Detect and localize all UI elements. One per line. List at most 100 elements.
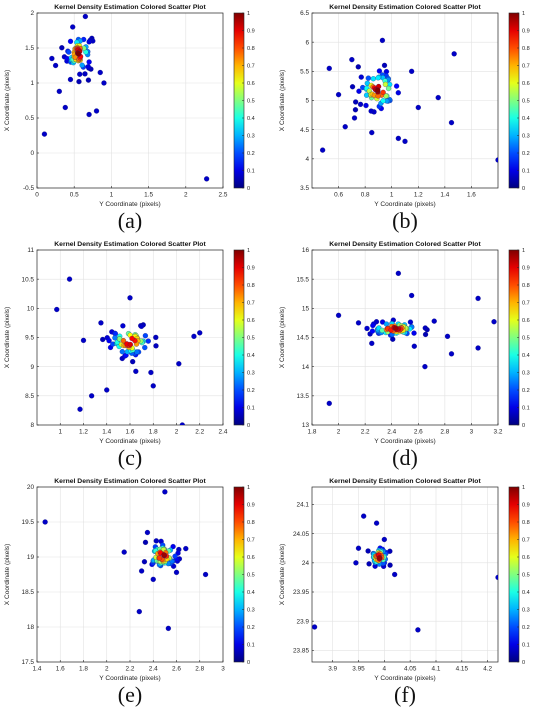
y-tick-label: 10 (27, 306, 35, 313)
scatter-panel-1: 0 0.5 1 1.5 2 2.5 -0.5 0 0.5 1 1.5 2 Kernel Density … (0, 0, 275, 237)
scatter-panel-4: 1.8 2 2.2 2.4 2.6 2.8 3 3.2 13 13.5 14 14.5 15 15.5 16… (275, 237, 550, 474)
data-point (376, 68, 383, 74)
data-point (82, 71, 88, 77)
y-tick-label: 13 (302, 422, 310, 429)
x-tick-label: 2.2 (361, 429, 370, 436)
x-axis-label: Y Coordinate (pixels) (99, 201, 160, 208)
colorbar-tick-label: 0.1 (522, 169, 530, 175)
x-tick-label: 0.6 (334, 192, 343, 199)
x-tick-label: 3.9 (328, 666, 337, 673)
x-tick-label: 2 (337, 429, 341, 436)
data-point (52, 62, 59, 69)
colorbar-tick-label: 1 (247, 485, 250, 491)
data-point (365, 548, 371, 554)
x-axis-label: Y Coordinate (pixels) (374, 438, 435, 445)
colorbar-tick-label: 0.1 (522, 406, 530, 412)
data-point (415, 627, 421, 633)
data-point (101, 80, 107, 86)
y-axis-label: X Coordinate (pixels) (4, 544, 11, 606)
colorbar-tick-label: 0.6 (247, 555, 255, 561)
y-tick-label: 19.5 (22, 519, 35, 526)
colorbar-tick-label: 0.5 (522, 573, 530, 579)
panel-caption: (d) (392, 445, 418, 470)
data-point (358, 74, 364, 80)
colorbar-tick-label: 0.4 (522, 590, 530, 596)
colorbar-tick-label: 0.2 (247, 625, 255, 631)
x-tick-label: 2.2 (126, 666, 135, 673)
data-point (393, 83, 400, 89)
data-point (150, 383, 156, 389)
data-point (435, 94, 441, 101)
x-tick-label: 2 (105, 666, 109, 673)
chart-title: Kernel Density Estimation Colored Scatte… (329, 241, 481, 248)
data-point (495, 574, 498, 581)
data-point (85, 77, 92, 83)
data-point (150, 576, 156, 583)
data-point (144, 529, 151, 536)
y-axis-label: X Coordinate (pixels) (279, 70, 286, 132)
y-tick-label: 24 (302, 560, 310, 567)
x-tick-label: 4.1 (432, 666, 441, 673)
data-point (170, 543, 176, 550)
data-point (86, 39, 92, 45)
colorbar-tick-label: 0.8 (522, 520, 530, 526)
panel-caption: (c) (118, 445, 142, 470)
data-point (42, 519, 48, 525)
points-layer (42, 489, 209, 632)
x-axis-label: Y Coordinate (pixels) (99, 438, 160, 445)
data-point (369, 129, 375, 136)
x-tick-label: 2.6 (414, 429, 423, 436)
data-point (120, 338, 127, 344)
data-point (370, 76, 376, 82)
data-point (59, 45, 65, 51)
x-tick-label: 3.2 (494, 429, 503, 436)
data-point (76, 78, 82, 85)
x-axis-label: Y Coordinate (pixels) (374, 201, 435, 208)
colorbar-tick-label: 0 (522, 660, 525, 666)
data-point (392, 571, 398, 578)
y-tick-label: 4 (305, 156, 309, 163)
data-point (98, 320, 104, 326)
data-point (402, 138, 408, 144)
data-point (165, 625, 171, 632)
y-tick-label: 24.05 (293, 531, 309, 538)
data-point (351, 115, 358, 121)
data-point (380, 98, 386, 104)
colorbar-tick-label: 0 (247, 660, 250, 666)
colorbar-tick-label: 0.2 (522, 625, 530, 631)
data-point (77, 71, 83, 77)
x-tick-label: 1.8 (308, 429, 317, 436)
data-point (342, 124, 348, 130)
colorbar-tick-label: 0.9 (522, 266, 530, 272)
data-point (356, 88, 362, 94)
data-point (335, 92, 342, 98)
data-point (411, 343, 417, 349)
data-point (76, 51, 82, 57)
colorbar-tick-label: 1 (522, 248, 525, 254)
colorbar-tick-label: 0.4 (247, 590, 255, 596)
y-tick-label: 11 (27, 247, 34, 254)
panel-caption: (b) (392, 208, 418, 233)
points-layer (326, 270, 497, 407)
x-tick-label: 2 (175, 429, 179, 436)
y-tick-label: 3.5 (300, 185, 309, 192)
colorbar-tick-label: 0.6 (247, 318, 255, 324)
data-point (191, 333, 197, 339)
colorbar-tick-label: 0.7 (522, 301, 530, 307)
data-point (422, 325, 428, 331)
x-tick-label: 4.15 (456, 666, 469, 673)
x-tick-label: 2.8 (195, 666, 204, 673)
colorbar-tick-label: 0.7 (247, 64, 255, 70)
y-axis-label: X Coordinate (pixels) (4, 70, 11, 132)
y-tick-label: 8.5 (25, 393, 34, 400)
data-point (475, 295, 481, 302)
data-point (355, 320, 362, 326)
data-point (204, 176, 210, 182)
data-point (142, 344, 148, 351)
colorbar-tick-label: 0.9 (522, 29, 530, 35)
data-point (409, 68, 415, 74)
data-point (89, 393, 95, 399)
x-tick-label: 1 (58, 429, 62, 436)
y-tick-label: 18 (27, 624, 35, 631)
